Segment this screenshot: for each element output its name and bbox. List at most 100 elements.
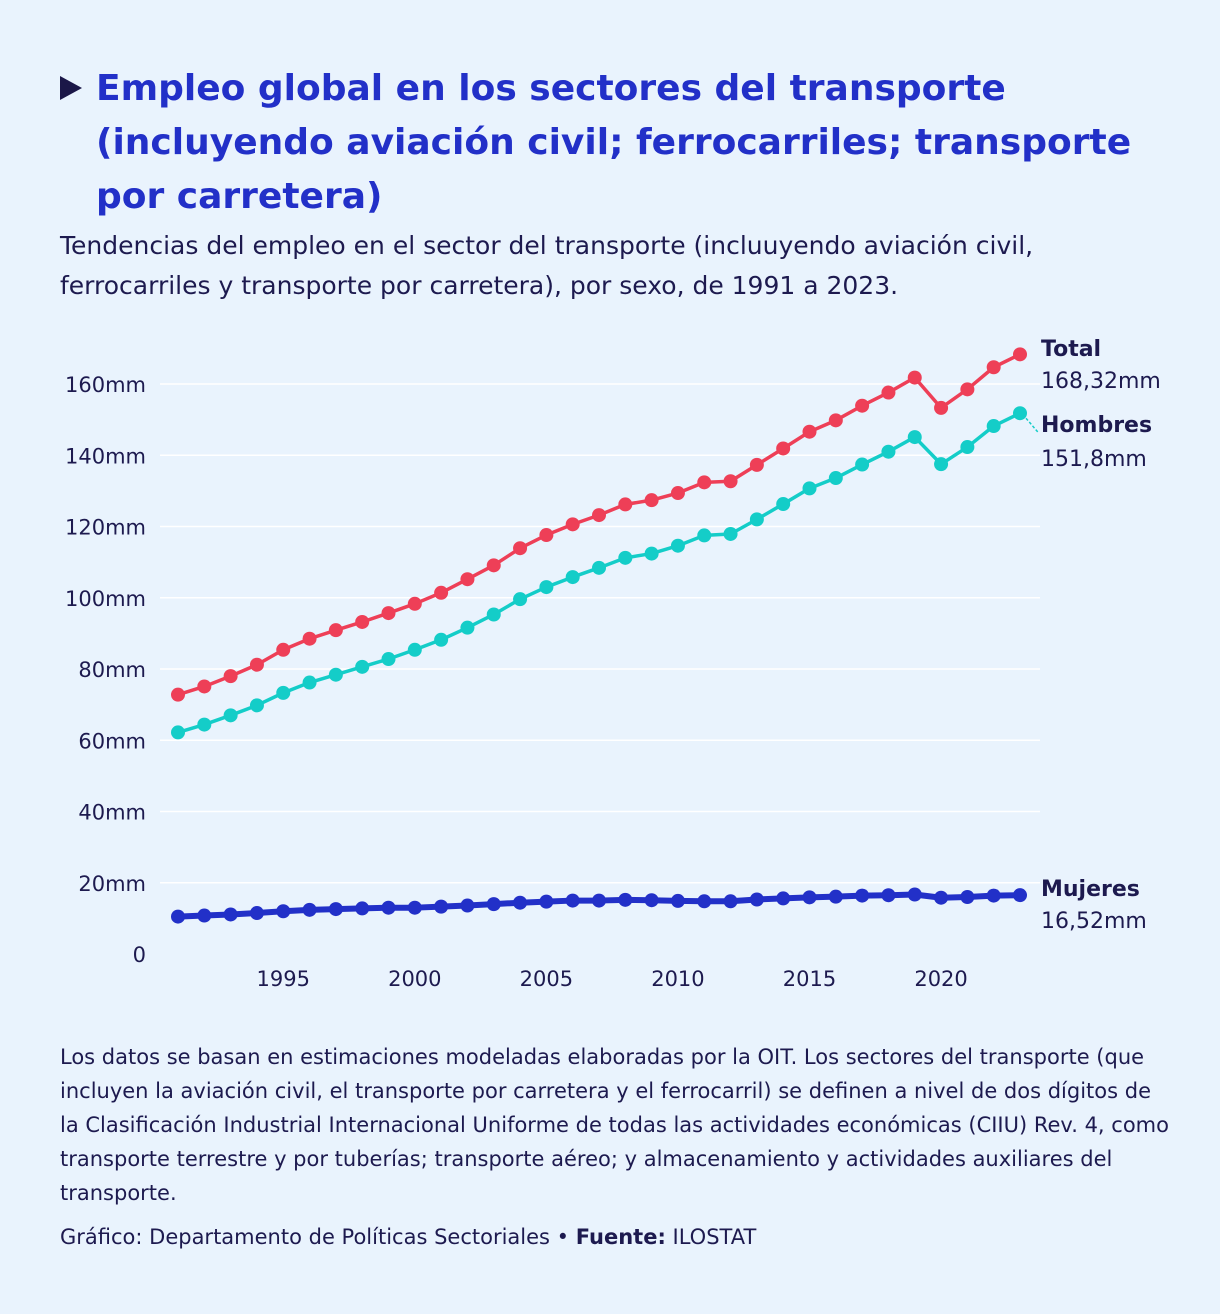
total-point xyxy=(881,385,896,400)
total-point xyxy=(802,424,817,439)
mujeres-point xyxy=(802,890,817,905)
total-point xyxy=(776,441,791,456)
y-tick-label: 40mm xyxy=(78,801,146,825)
mujeres-point xyxy=(776,891,791,906)
x-tick-label: 2015 xyxy=(783,967,836,991)
hombres-point xyxy=(1013,406,1027,421)
total-point xyxy=(828,413,843,428)
mujeres-end-label-value: 16,52mm xyxy=(1041,909,1147,934)
mujeres-point xyxy=(960,890,975,904)
total-point xyxy=(986,360,1001,375)
mujeres-point xyxy=(328,902,343,917)
total-point xyxy=(960,382,975,397)
total-point xyxy=(407,596,422,611)
hombres-point xyxy=(776,497,791,512)
total-point xyxy=(249,657,264,672)
chart-title: Empleo global en los sectores del transp… xyxy=(96,68,1132,217)
total-point xyxy=(644,493,659,508)
x-tick-label: 2010 xyxy=(651,967,704,991)
hombres-point xyxy=(828,471,843,486)
mujeres-point xyxy=(407,900,422,915)
hombres-point xyxy=(249,698,264,713)
hombres-point xyxy=(197,717,212,732)
total-point xyxy=(197,679,212,694)
hombres-end-label-name: Hombres xyxy=(1041,413,1152,438)
hombres-point xyxy=(802,481,817,496)
total-point xyxy=(355,614,370,629)
hombres-point xyxy=(697,528,712,543)
total-point xyxy=(618,497,633,512)
mujeres-point xyxy=(513,895,528,910)
hombres-end-label-value: 151,8mm xyxy=(1041,447,1147,472)
hombres-point xyxy=(171,725,185,740)
y-tick-label: 0 xyxy=(133,943,146,967)
y-tick-label: 80mm xyxy=(78,658,146,682)
title-block: Empleo global en los sectores del transp… xyxy=(60,62,1160,224)
total-point xyxy=(381,606,396,621)
mujeres-point xyxy=(539,894,554,909)
y-tick-label: 60mm xyxy=(78,729,146,753)
hombres-point xyxy=(328,667,343,682)
mujeres-point xyxy=(828,889,843,904)
mujeres-point xyxy=(460,898,475,913)
mujeres-point xyxy=(855,888,870,903)
mujeres-point xyxy=(697,894,712,909)
total-point xyxy=(749,457,764,472)
hombres-leader-line xyxy=(1025,417,1039,433)
mujeres-point xyxy=(592,893,606,908)
hombres-point xyxy=(618,550,633,565)
hombres-point xyxy=(539,580,554,595)
methodology-note: Los datos se basan en estimaciones model… xyxy=(60,1045,1169,1205)
series-lines xyxy=(171,347,1027,924)
mujeres-point xyxy=(381,900,396,915)
mujeres-point xyxy=(355,901,370,916)
y-tick-label: 20mm xyxy=(78,872,146,896)
y-tick-label: 160mm xyxy=(65,373,146,397)
x-tick-label: 2020 xyxy=(914,967,967,991)
hombres-point xyxy=(986,419,1001,434)
total-point xyxy=(434,585,449,600)
hombres-point xyxy=(907,430,922,445)
mujeres-point xyxy=(670,893,685,908)
grid-lines xyxy=(160,383,1040,884)
hombres-point xyxy=(749,512,764,527)
hombres-point xyxy=(565,570,580,585)
mujeres-point xyxy=(986,888,1001,903)
mujeres-point xyxy=(249,906,264,921)
total-end-label-value: 168,32mm xyxy=(1041,369,1161,394)
hombres-point xyxy=(644,546,659,561)
x-tick-label: 1995 xyxy=(257,967,310,991)
total-point xyxy=(907,370,922,385)
hombres-point xyxy=(434,632,449,647)
hombres-point xyxy=(460,620,475,635)
total-point xyxy=(302,631,317,646)
mujeres-point xyxy=(197,908,212,923)
credit-prefix: Gráfico: Departamento de Políticas Secto… xyxy=(60,1225,576,1249)
mujeres-point xyxy=(723,894,738,909)
hombres-point xyxy=(934,457,949,472)
mujeres-point xyxy=(907,887,922,902)
line-chart: 0 20mm 40mm 60mm 80mm 100mm 120mm 140mm 160mm 199… xyxy=(65,337,1161,991)
hombres-point xyxy=(513,592,528,607)
total-point xyxy=(1013,347,1027,362)
hombres-point xyxy=(881,444,896,459)
axis-labels: 0 20mm 40mm 60mm 80mm 100mm 120mm 140mm 160mm 199… xyxy=(65,373,968,991)
hombres-point xyxy=(592,560,606,575)
total-point xyxy=(460,572,475,587)
total-point xyxy=(539,528,554,543)
mujeres-end-label-name: Mujeres xyxy=(1041,877,1140,902)
mujeres-point xyxy=(302,902,317,917)
x-tick-label: 2000 xyxy=(388,967,441,991)
hombres-point xyxy=(407,642,422,657)
total-point xyxy=(592,508,606,523)
hombres-point xyxy=(723,526,738,541)
total-point xyxy=(513,541,528,556)
hombres-point xyxy=(670,538,685,553)
total-point xyxy=(171,687,185,702)
chart-subtitle: Tendencias del empleo en el sector del t… xyxy=(60,231,1034,300)
source-value: ILOSTAT xyxy=(665,1225,757,1249)
mujeres-point xyxy=(644,893,659,908)
hombres-point xyxy=(486,607,501,622)
total-point xyxy=(697,475,712,490)
triangle-right-icon xyxy=(60,76,82,100)
